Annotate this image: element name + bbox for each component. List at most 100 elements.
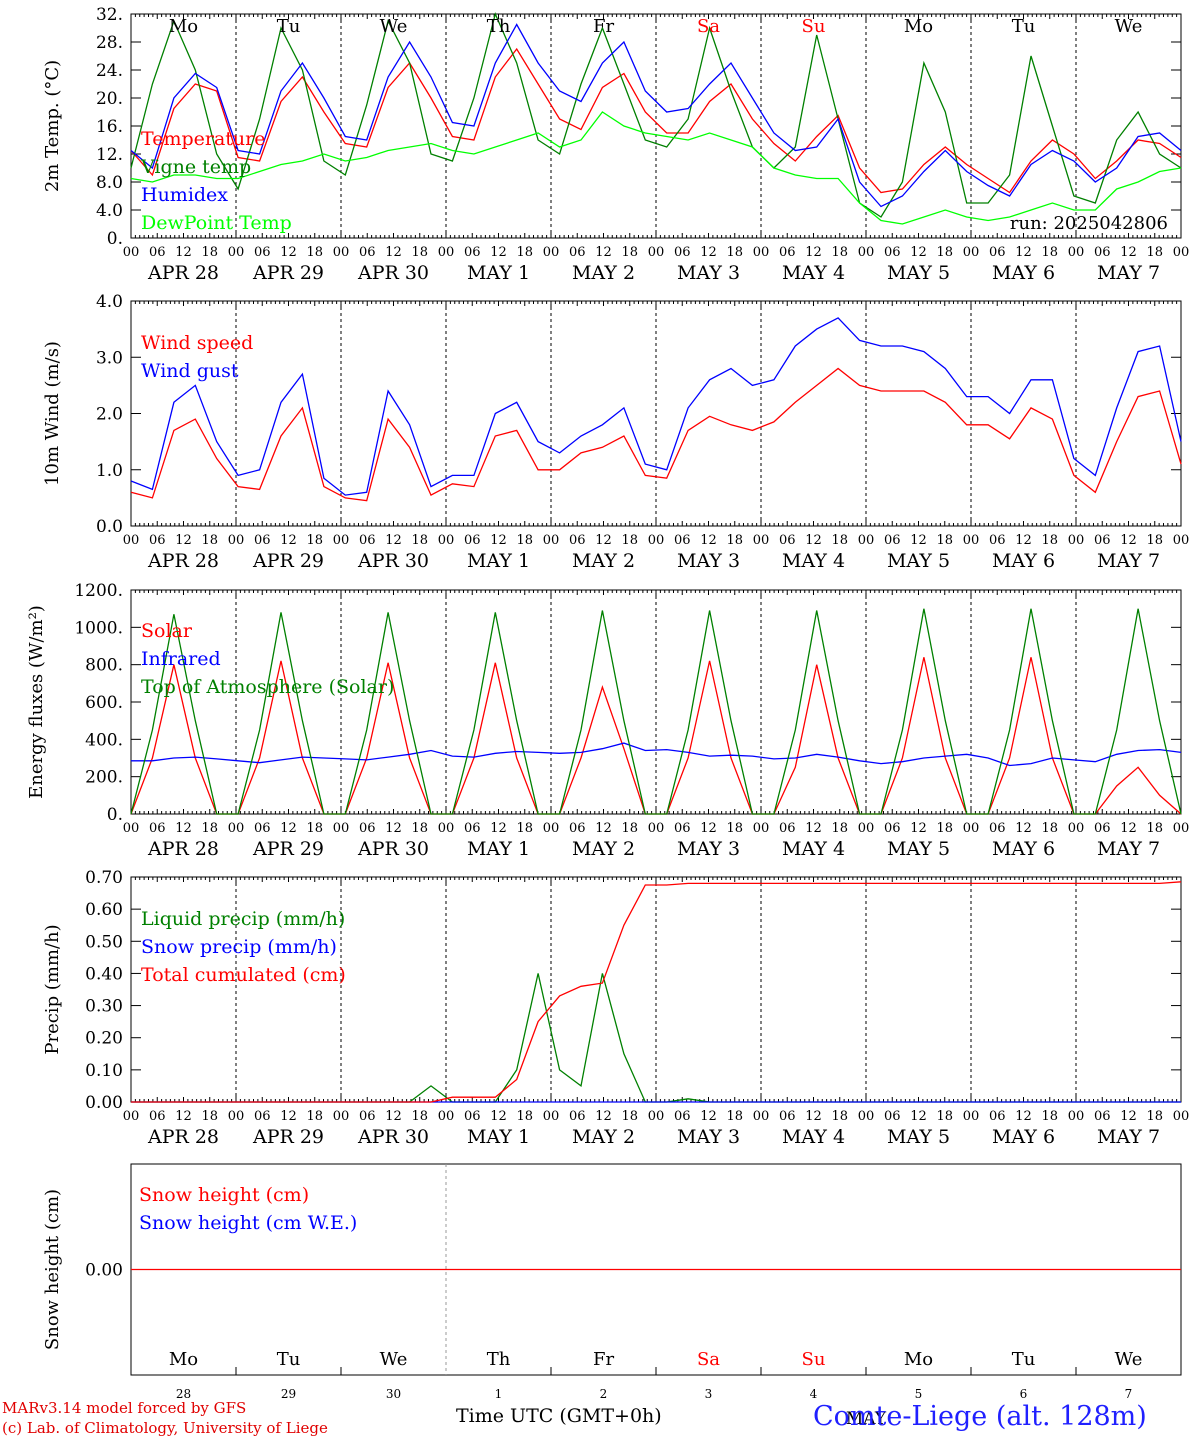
- hour-tick-label: 00: [543, 245, 560, 260]
- day-number-label: 4: [810, 1387, 818, 1401]
- date-label: MAY 2: [572, 838, 635, 860]
- hour-tick-label: 12: [175, 1109, 192, 1124]
- legend-entry: Snow height (cm): [139, 1184, 309, 1206]
- legend-entry: Liquid precip (mm/h): [141, 908, 345, 930]
- x-axis-title: Time UTC (GMT+0h): [456, 1405, 662, 1427]
- y-tick-label: 0.70: [85, 868, 123, 888]
- weekday-label: Mo: [904, 16, 933, 37]
- hour-tick-label: 06: [464, 1109, 481, 1124]
- y-tick-label: 0.30: [85, 997, 123, 1017]
- plot-frame: [130, 589, 1182, 815]
- y-tick-label: 8.0: [96, 173, 123, 193]
- series-line-dewpoint-temp: [130, 111, 1182, 225]
- y-tick-label: 0.00: [85, 1093, 123, 1113]
- hour-tick-label: 06: [149, 821, 166, 836]
- hour-tick-label: 12: [700, 245, 717, 260]
- legend-entry: Total cumulated (cm): [141, 964, 346, 986]
- date-label: MAY 4: [782, 262, 845, 284]
- hour-tick-label: 12: [910, 245, 927, 260]
- legend-entry: Wind speed: [141, 332, 253, 354]
- series-line-wind-speed: [130, 367, 1182, 502]
- date-label: MAY 2: [572, 262, 635, 284]
- date-label: MAY 7: [1097, 838, 1160, 860]
- hour-tick-label: 06: [149, 1109, 166, 1124]
- weekday-label: Th: [487, 16, 511, 37]
- hour-tick-label: 00: [228, 245, 245, 260]
- hour-tick-label: 06: [989, 821, 1006, 836]
- hour-tick-label: 00: [333, 533, 350, 548]
- day-number-label: 7: [1125, 1387, 1133, 1401]
- day-number-label: 30: [386, 1387, 401, 1401]
- y-axis-label: 10m Wind (m/s): [42, 341, 63, 486]
- series-line-infrared: [131, 742, 1182, 767]
- date-label: APR 29: [252, 262, 324, 284]
- weekday-label: Sa: [697, 16, 720, 37]
- hour-tick-label: 00: [438, 245, 455, 260]
- y-tick-label: 32.: [96, 5, 123, 25]
- day-number-label: 6: [1020, 1387, 1028, 1401]
- legend-entry: Snow precip (mm/h): [141, 936, 337, 958]
- hour-tick-label: 06: [254, 245, 271, 260]
- date-label: MAY 6: [992, 550, 1055, 572]
- hour-tick-label: 00: [438, 821, 455, 836]
- hour-tick-label: 12: [700, 1109, 717, 1124]
- weekday-label: We: [1115, 16, 1143, 37]
- hour-tick-label: 12: [280, 533, 297, 548]
- hour-tick-label: 06: [149, 245, 166, 260]
- hour-tick-label: 12: [1120, 245, 1137, 260]
- hour-tick-label: 00: [438, 1109, 455, 1124]
- station-label: Comte-Liege (alt. 128m): [813, 1401, 1147, 1432]
- date-label: MAY 3: [677, 1126, 740, 1148]
- series-line-humidex: [130, 23, 1182, 208]
- weekday-label: Tu: [277, 16, 301, 37]
- plot-frame: [130, 13, 1182, 239]
- hour-tick-label: 12: [175, 533, 192, 548]
- bottom-weekday-label: We: [380, 1349, 408, 1370]
- hour-tick-label: 06: [674, 1109, 691, 1124]
- y-tick-label: 0.40: [85, 964, 123, 984]
- hour-tick-label: 06: [1094, 245, 1111, 260]
- y-tick-label: 600.: [85, 693, 123, 713]
- bottom-weekday-label: Fr: [593, 1349, 614, 1370]
- y-tick-label: 24.: [96, 61, 123, 81]
- hour-tick-label: 06: [884, 533, 901, 548]
- hour-tick-label: 18: [516, 533, 533, 548]
- hour-tick-label: 06: [884, 821, 901, 836]
- hour-tick-label: 18: [1041, 245, 1058, 260]
- weekday-label: Su: [802, 16, 826, 37]
- hour-tick-label: 06: [569, 533, 586, 548]
- hour-tick-label: 06: [779, 821, 796, 836]
- hour-tick-label: 12: [700, 533, 717, 548]
- bottom-weekday-label: Th: [487, 1349, 511, 1370]
- y-tick-label: 200.: [85, 768, 123, 788]
- y-tick-label: 12.: [96, 145, 123, 165]
- date-label: APR 29: [252, 550, 324, 572]
- y-tick-label: 0.: [107, 229, 123, 249]
- hour-tick-label: 06: [359, 533, 376, 548]
- series-line-top-of-atmosphere-solar-: [130, 608, 1182, 815]
- hour-tick-label: 06: [779, 533, 796, 548]
- hour-tick-label: 12: [1120, 821, 1137, 836]
- hour-tick-label: 12: [595, 821, 612, 836]
- hour-tick-label: 18: [306, 245, 323, 260]
- legend-entry: Humidex: [141, 184, 228, 206]
- bottom-weekday-label: Tu: [277, 1349, 301, 1370]
- hour-tick-label: 18: [1041, 533, 1058, 548]
- legend-entry: Wind gust: [141, 360, 239, 382]
- hour-tick-label: 06: [989, 533, 1006, 548]
- hour-tick-label: 06: [1094, 1109, 1111, 1124]
- hour-tick-label: 18: [411, 245, 428, 260]
- date-label: MAY 1: [467, 262, 530, 284]
- hour-tick-label: 12: [490, 533, 507, 548]
- hour-tick-label: 18: [726, 533, 743, 548]
- date-label: MAY 5: [887, 1126, 950, 1148]
- weekday-label: We: [380, 16, 408, 37]
- hour-tick-label: 00: [963, 245, 980, 260]
- hour-tick-label: 12: [805, 245, 822, 260]
- y-tick-label: 2.0: [96, 405, 123, 425]
- hour-tick-label: 00: [333, 1109, 350, 1124]
- hour-tick-label: 00: [1173, 245, 1190, 260]
- date-label: MAY 2: [572, 550, 635, 572]
- hour-tick-label: 12: [595, 1109, 612, 1124]
